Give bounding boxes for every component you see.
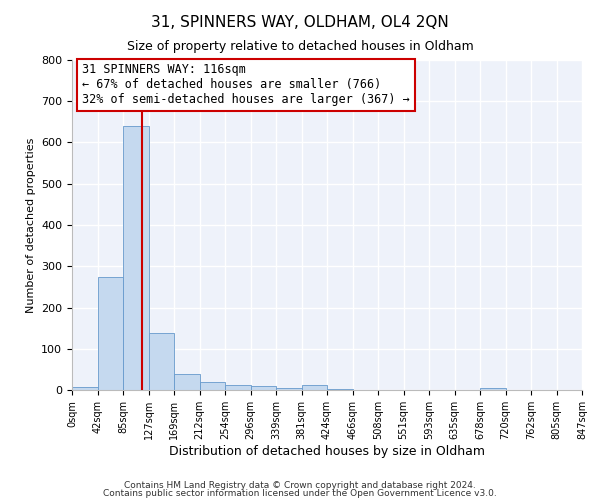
Bar	[97, 277, 123, 390]
X-axis label: Distribution of detached houses by size in Oldham: Distribution of detached houses by size …	[169, 444, 485, 458]
Bar	[174, 374, 199, 390]
Bar	[251, 386, 276, 390]
Bar	[123, 126, 149, 390]
Bar	[327, 389, 353, 390]
Text: Contains HM Land Registry data © Crown copyright and database right 2024.: Contains HM Land Registry data © Crown c…	[124, 480, 476, 490]
Text: 31 SPINNERS WAY: 116sqm
← 67% of detached houses are smaller (766)
32% of semi-d: 31 SPINNERS WAY: 116sqm ← 67% of detache…	[82, 64, 410, 106]
Text: Contains public sector information licensed under the Open Government Licence v3: Contains public sector information licen…	[103, 489, 497, 498]
Bar	[480, 388, 505, 390]
Bar	[72, 386, 97, 390]
Y-axis label: Number of detached properties: Number of detached properties	[26, 138, 35, 312]
Bar	[302, 386, 327, 390]
Bar	[149, 332, 174, 390]
Bar	[225, 385, 251, 390]
Bar	[276, 388, 302, 390]
Text: Size of property relative to detached houses in Oldham: Size of property relative to detached ho…	[127, 40, 473, 53]
Text: 31, SPINNERS WAY, OLDHAM, OL4 2QN: 31, SPINNERS WAY, OLDHAM, OL4 2QN	[151, 15, 449, 30]
Bar	[199, 382, 225, 390]
